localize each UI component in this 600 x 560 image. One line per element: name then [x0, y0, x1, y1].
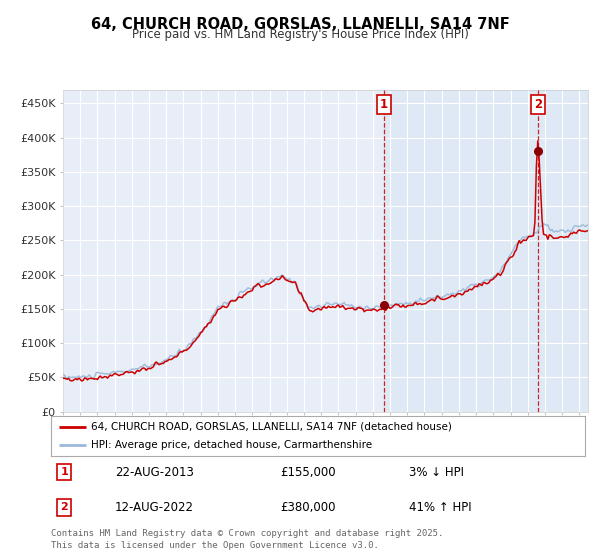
Text: 2: 2 [61, 502, 68, 512]
Text: 1: 1 [61, 467, 68, 477]
Text: 64, CHURCH ROAD, GORSLAS, LLANELLI, SA14 7NF (detached house): 64, CHURCH ROAD, GORSLAS, LLANELLI, SA14… [91, 422, 452, 432]
Text: HPI: Average price, detached house, Carmarthenshire: HPI: Average price, detached house, Carm… [91, 440, 372, 450]
Text: 64, CHURCH ROAD, GORSLAS, LLANELLI, SA14 7NF: 64, CHURCH ROAD, GORSLAS, LLANELLI, SA14… [91, 17, 509, 32]
Bar [384, 90, 588, 412]
Text: £155,000: £155,000 [281, 465, 336, 479]
Text: 12-AUG-2022: 12-AUG-2022 [115, 501, 194, 514]
Text: 22-AUG-2013: 22-AUG-2013 [115, 465, 194, 479]
Text: 1: 1 [380, 98, 388, 111]
Text: 3% ↓ HPI: 3% ↓ HPI [409, 465, 464, 479]
Text: Price paid vs. HM Land Registry's House Price Index (HPI): Price paid vs. HM Land Registry's House … [131, 28, 469, 41]
Text: 2: 2 [535, 98, 542, 111]
Text: £380,000: £380,000 [281, 501, 336, 514]
Text: Contains HM Land Registry data © Crown copyright and database right 2025.
This d: Contains HM Land Registry data © Crown c… [51, 529, 443, 550]
Text: 41% ↑ HPI: 41% ↑ HPI [409, 501, 472, 514]
